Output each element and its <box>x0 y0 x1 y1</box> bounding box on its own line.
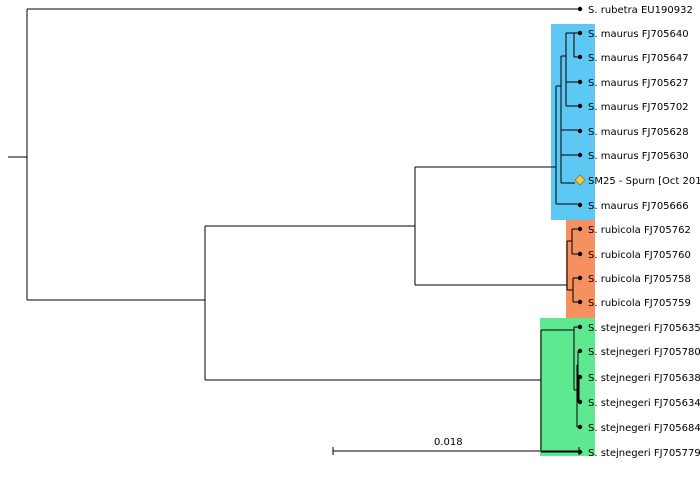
tip-label-SM25: SM25 - Spurn [Oct 2019] <box>588 176 700 187</box>
tip-marker-stejnegeri_FJ705779 <box>577 449 583 455</box>
tip-label-stejnegeri_FJ705779: S. stejnegeri FJ705779 <box>588 448 700 459</box>
tip-label-stejnegeri_FJ705635: S. stejnegeri FJ705635 <box>588 323 700 334</box>
tip-label-maurus_FJ705628: S. maurus FJ705628 <box>588 127 689 138</box>
tip-label-rubicola_FJ705759: S. rubicola FJ705759 <box>588 298 691 309</box>
tip-marker-rubetra_EU190932 <box>577 6 583 12</box>
tip-marker-maurus_FJ705627 <box>577 79 583 85</box>
tip-label-rubicola_FJ705762: S. rubicola FJ705762 <box>588 225 691 236</box>
clade-box-stejnegeri <box>540 318 595 456</box>
tip-label-maurus_FJ705640: S. maurus FJ705640 <box>588 29 689 40</box>
tip-marker-stejnegeri_FJ705634 <box>577 399 583 405</box>
tip-marker-rubicola_FJ705760 <box>577 251 583 257</box>
scale-bar: 0.018 <box>332 437 580 455</box>
tip-label-stejnegeri_FJ705780: S. stejnegeri FJ705780 <box>588 347 700 358</box>
clade-box-maurus <box>551 24 595 220</box>
tip-label-maurus_FJ705702: S. maurus FJ705702 <box>588 102 689 113</box>
tip-marker-maurus_FJ705640 <box>577 30 583 36</box>
tip-marker-rubicola_FJ705758 <box>577 275 583 281</box>
tip-marker-maurus_FJ705628 <box>577 128 583 134</box>
tree-tips: S. rubetra EU190932 S. maurus FJ705640 S. … <box>574 5 700 459</box>
tip-label-maurus_FJ705666: S. maurus FJ705666 <box>588 201 689 212</box>
tree-branches <box>8 8 580 453</box>
tip-marker-stejnegeri_FJ705638 <box>577 374 583 380</box>
tip-marker-maurus_FJ705666 <box>577 202 583 208</box>
tip-marker-maurus_FJ705630 <box>577 152 583 158</box>
tip-label-stejnegeri_FJ705684: S. stejnegeri FJ705684 <box>588 423 700 434</box>
tip-marker-rubicola_FJ705762 <box>577 226 583 232</box>
tip-marker-maurus_FJ705647 <box>577 54 583 60</box>
tip-marker-stejnegeri_FJ705780 <box>577 348 583 354</box>
tip-label-maurus_FJ705647: S. maurus FJ705647 <box>588 53 689 64</box>
tip-marker-rubicola_FJ705759 <box>577 299 583 305</box>
tip-marker-diamond-SM25 <box>574 174 586 186</box>
tip-label-rubicola_FJ705760: S. rubicola FJ705760 <box>588 250 691 261</box>
tip-label-maurus_FJ705627: S. maurus FJ705627 <box>588 78 689 89</box>
tip-label-rubicola_FJ705758: S. rubicola FJ705758 <box>588 274 691 285</box>
tip-label-maurus_FJ705630: S. maurus FJ705630 <box>588 151 689 162</box>
tip-label-stejnegeri_FJ705638: S. stejnegeri FJ705638 <box>588 373 700 384</box>
tip-label-rubetra_EU190932: S. rubetra EU190932 <box>588 5 693 16</box>
scale-bar-label: 0.018 <box>434 437 463 448</box>
tip-label-stejnegeri_FJ705634: S. stejnegeri FJ705634 <box>588 398 700 409</box>
tip-marker-stejnegeri_FJ705635 <box>577 324 583 330</box>
clade-highlights <box>540 24 595 456</box>
tip-marker-stejnegeri_FJ705684 <box>577 424 583 430</box>
tip-marker-maurus_FJ705702 <box>577 103 583 109</box>
